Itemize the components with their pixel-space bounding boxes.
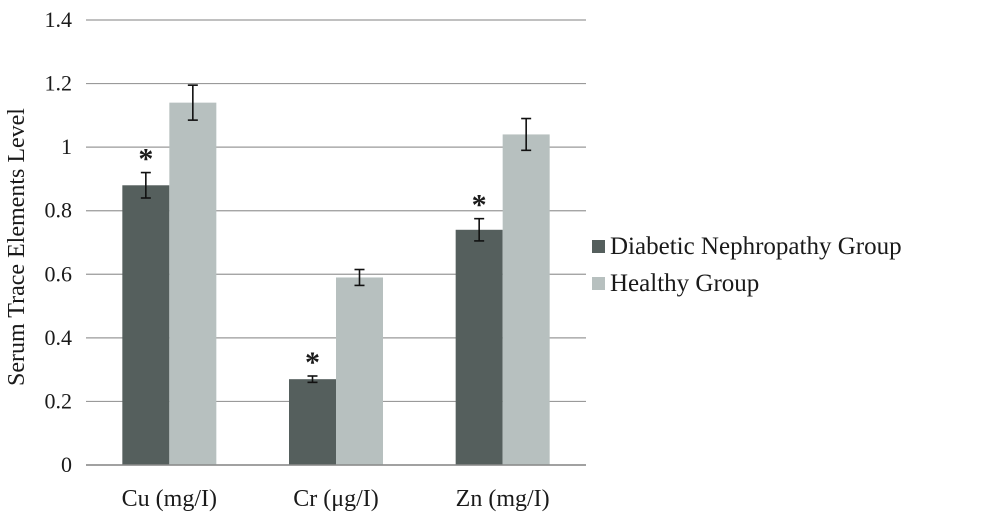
x-category-label: Cu (mg/I)	[122, 486, 217, 512]
x-category-label: Zn (mg/I)	[456, 486, 550, 512]
x-category-label: Cr (μg/I)	[293, 486, 379, 512]
error-bar	[140, 171, 151, 199]
y-tick-label: 1	[61, 134, 72, 159]
legend-label: Healthy Group	[610, 270, 759, 297]
error-bars	[140, 84, 532, 384]
legend-label: Diabetic Nephropathy Group	[610, 233, 902, 260]
x-axis-category-labels: Cu (mg/I) Cr (μg/I) Zn (mg/I)	[122, 486, 550, 512]
y-tick-label: 1.4	[45, 7, 73, 32]
bars	[122, 102, 550, 466]
legend-item: Diabetic Nephropathy Group	[592, 233, 902, 260]
y-tick-label: 0.8	[45, 198, 73, 223]
significance-asterisk: *	[305, 346, 320, 379]
error-bar	[354, 268, 365, 287]
legend-item: Healthy Group	[592, 270, 759, 297]
significance-asterisk: *	[472, 189, 487, 222]
bar-diabetic	[455, 229, 503, 465]
legend-swatch	[592, 240, 605, 253]
significance-asterisk: *	[138, 143, 153, 176]
y-tick-label: 0.2	[45, 388, 73, 413]
bar-healthy	[336, 277, 383, 465]
y-tick-label: 1.2	[45, 71, 73, 96]
legend-swatch	[592, 277, 605, 290]
error-bar	[307, 375, 318, 384]
bar-diabetic	[289, 379, 336, 465]
bar-diabetic	[122, 185, 170, 466]
legend: Diabetic Nephropathy Group Healthy Group	[592, 233, 902, 297]
significance-markers: * * *	[138, 143, 486, 379]
error-bar	[187, 84, 198, 121]
y-axis-tick-labels: 0 0.2 0.4 0.6 0.8 1 1.2 1.4	[45, 7, 73, 477]
y-tick-label: 0	[61, 452, 72, 477]
bar-healthy	[169, 102, 217, 466]
y-tick-label: 0.4	[45, 325, 73, 350]
error-bar	[521, 117, 532, 152]
error-bar	[474, 217, 485, 242]
y-axis-label: Serum Trace Elements Level	[4, 108, 30, 386]
y-tick-label: 0.6	[45, 261, 73, 286]
bar-healthy	[502, 134, 550, 465]
